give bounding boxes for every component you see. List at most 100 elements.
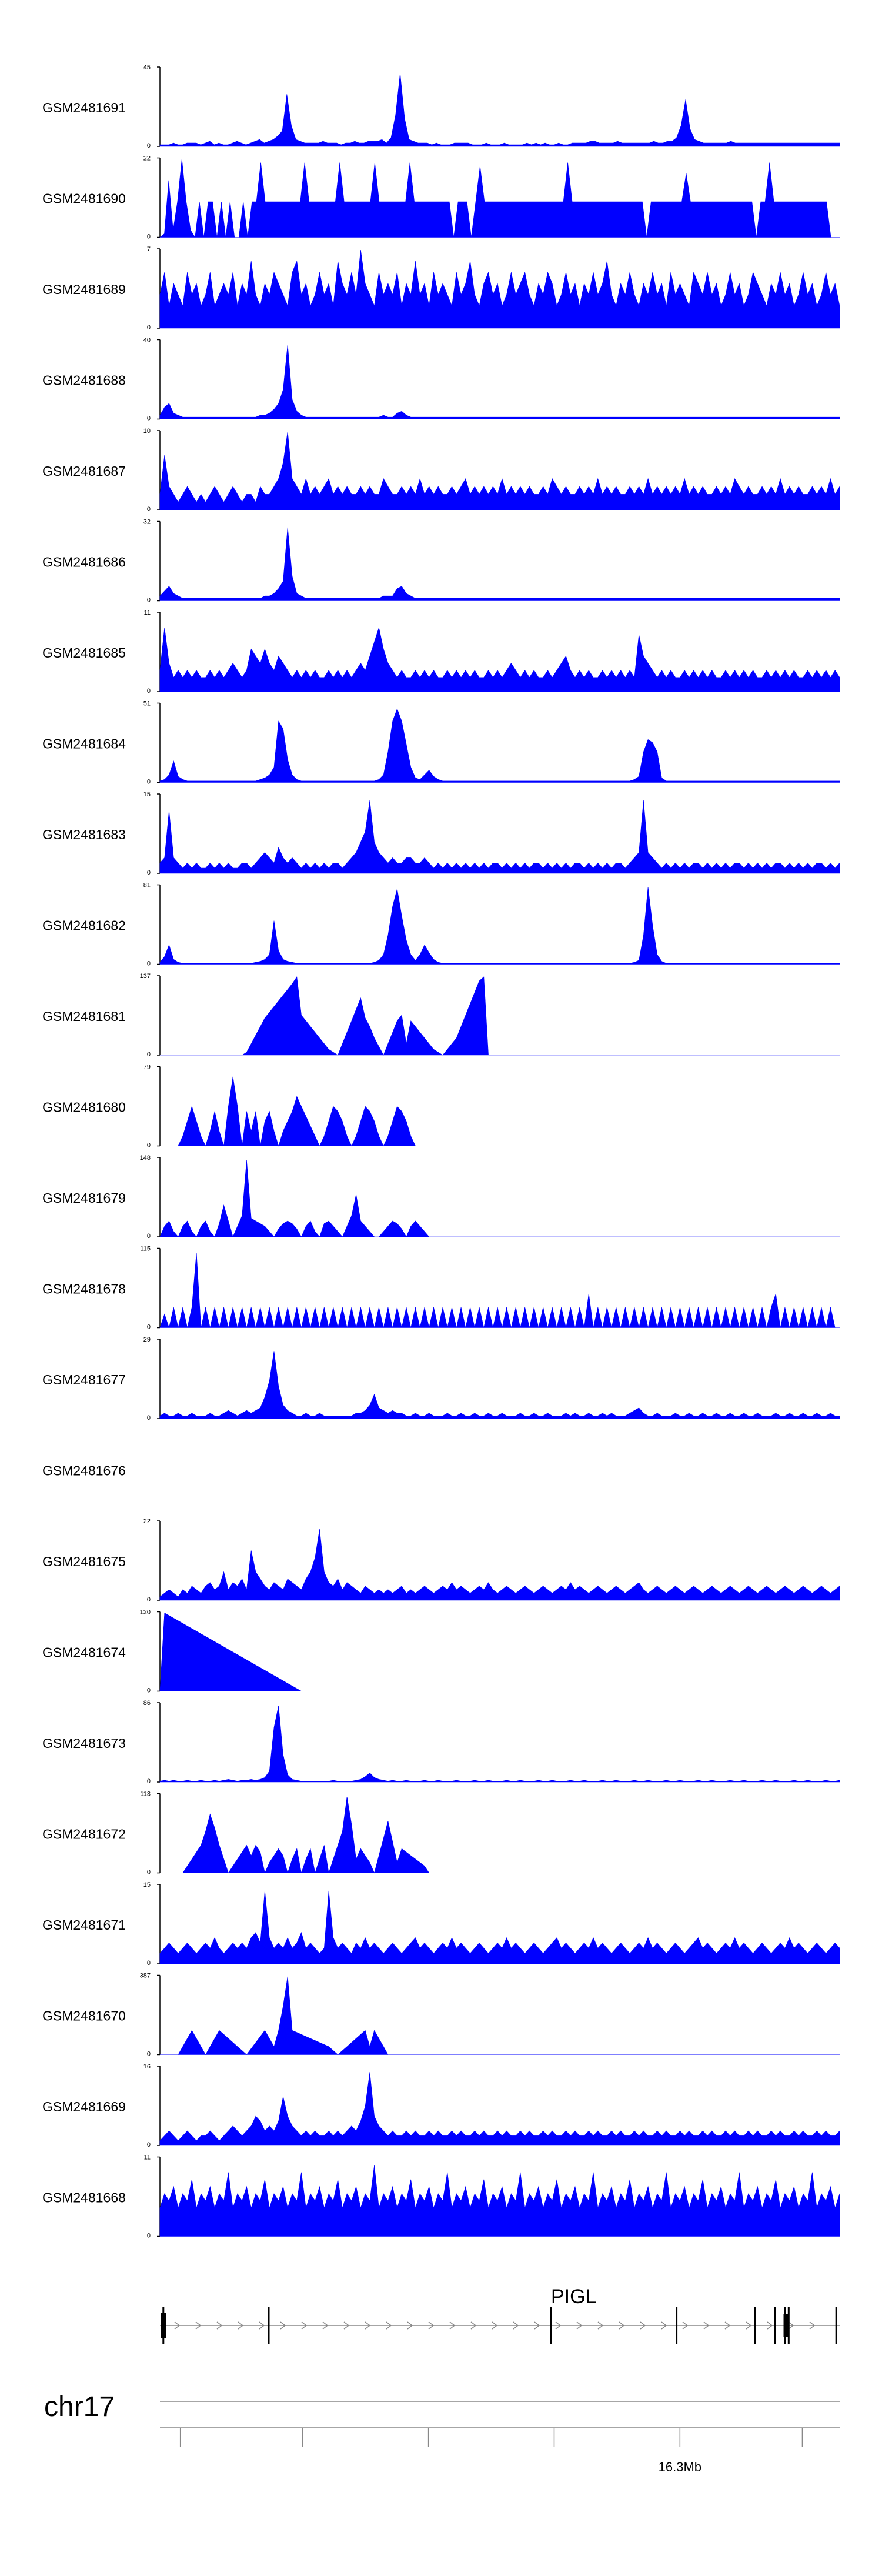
track-GSM2481679: GSM2481679 148 0	[42, 1154, 840, 1240]
y-tick-label-min: 0	[147, 142, 151, 149]
track-label: GSM2481677	[42, 1372, 126, 1387]
signal-area	[159, 1351, 840, 1419]
track-label: GSM2481680	[42, 1100, 126, 1115]
y-tick-label-min: 0	[147, 1142, 151, 1149]
track-GSM2481669: GSM2481669 16 0	[42, 2063, 840, 2148]
y-tick-label-max: 29	[143, 1336, 151, 1343]
y-tick-label-min: 0	[147, 1233, 151, 1240]
y-tick-label-max: 387	[140, 1973, 151, 1980]
y-tick-label-max: 45	[143, 64, 151, 71]
strand-arrow	[216, 2321, 223, 2330]
exon-8	[787, 2307, 790, 2344]
strand-arrow	[788, 2321, 794, 2330]
strand-arrow	[449, 2321, 456, 2330]
track-label: GSM2481675	[42, 1554, 126, 1569]
strand-arrow	[724, 2321, 731, 2330]
strand-arrow	[640, 2321, 646, 2330]
track-GSM2481672: GSM2481672 113 0	[42, 1791, 840, 1876]
y-tick-label-max: 11	[144, 609, 151, 616]
exon-block-start	[161, 2313, 166, 2338]
strand-arrow	[513, 2321, 519, 2330]
y-tick-label-min: 0	[147, 324, 151, 331]
signal-area	[159, 800, 840, 874]
strand-arrow	[343, 2321, 350, 2330]
track-label: GSM2481690	[42, 191, 126, 206]
y-tick-label-min: 0	[147, 1596, 151, 1603]
strand-arrow	[280, 2321, 286, 2330]
y-tick-label-min: 0	[147, 233, 151, 241]
signal-area	[159, 627, 840, 692]
track-label: GSM2481681	[42, 1009, 126, 1024]
y-tick-label-max: 22	[143, 1518, 151, 1525]
track-GSM2481676: GSM2481676	[42, 1463, 126, 1479]
strand-arrow	[174, 2321, 181, 2330]
track-label: GSM2481672	[42, 1827, 126, 1842]
track-GSM2481683: GSM2481683 15 0	[42, 791, 840, 876]
strand-arrow	[365, 2321, 371, 2330]
strand-arrow	[767, 2321, 773, 2330]
track-GSM2481670: GSM2481670 387 0	[42, 1973, 840, 2058]
track-GSM2481675: GSM2481675 22 0	[42, 1518, 840, 1603]
signal-area	[159, 1890, 840, 1964]
strand-arrow	[259, 2321, 265, 2330]
y-tick-label-max: 113	[140, 1791, 151, 1798]
exon-2	[268, 2307, 270, 2344]
strand-arrow	[322, 2321, 329, 2330]
signal-area	[160, 1076, 840, 1147]
exon-block-end	[783, 2314, 789, 2337]
y-tick-label-max: 81	[143, 882, 151, 889]
y-tick-label-min: 0	[147, 869, 151, 876]
signal-area	[159, 249, 840, 329]
strand-arrow	[470, 2321, 477, 2330]
exon-5	[754, 2307, 756, 2344]
track-label: GSM2481671	[42, 1917, 126, 1933]
track-label: GSM2481684	[42, 736, 126, 752]
track-label: GSM2481679	[42, 1190, 126, 1206]
y-tick-label-max: 15	[143, 1881, 151, 1888]
strand-arrow	[195, 2321, 202, 2330]
signal-area	[159, 1612, 840, 1691]
track-label: GSM2481670	[42, 2008, 126, 2024]
y-tick-label-min: 0	[147, 779, 151, 786]
y-tick-label-max: 22	[143, 155, 151, 162]
track-GSM2481681: GSM2481681 137 0	[42, 973, 840, 1058]
y-tick-label-min: 0	[147, 688, 151, 695]
gene-track: PIGL	[160, 2285, 840, 2344]
y-tick-label-min: 0	[147, 2141, 151, 2148]
signal-area	[159, 527, 840, 601]
y-tick-label-min: 0	[147, 1960, 151, 1967]
y-tick-label-min: 0	[147, 597, 151, 604]
strand-arrow	[386, 2321, 392, 2330]
gene-name-label: PIGL	[551, 2285, 596, 2308]
y-tick-label-min: 0	[147, 1687, 151, 1694]
signal-tracks: GSM2481691450GSM2481690220GSM248168970GS…	[42, 64, 840, 2240]
track-label: GSM2481682	[42, 918, 126, 933]
exon-4	[676, 2307, 678, 2344]
signal-area	[159, 159, 840, 238]
strand-arrow	[492, 2321, 498, 2330]
y-tick-label-min: 0	[147, 1869, 151, 1876]
chromosome-label: chr17	[44, 2391, 115, 2422]
y-tick-label-min: 0	[147, 1414, 151, 1422]
signal-area	[159, 1529, 840, 1601]
y-tick-label-max: 120	[140, 1609, 151, 1616]
exon-9	[835, 2307, 837, 2344]
y-tick-label-max: 148	[140, 1154, 151, 1162]
y-tick-label-max: 115	[140, 1246, 151, 1253]
track-GSM2481677: GSM2481677 29 0	[42, 1336, 840, 1422]
strand-arrow	[746, 2321, 752, 2330]
signal-area	[159, 708, 840, 783]
track-label: GSM2481674	[42, 1645, 126, 1660]
track-label: GSM2481685	[42, 645, 126, 660]
y-tick-label-min: 0	[147, 1778, 151, 1785]
track-GSM2481678: GSM2481678 115 0	[42, 1246, 840, 1331]
signal-area	[159, 2072, 840, 2146]
track-GSM2481686: GSM2481686 32 0	[42, 519, 840, 604]
track-GSM2481680: GSM2481680 79 0	[42, 1064, 840, 1149]
strand-arrow	[661, 2321, 667, 2330]
strand-arrow	[597, 2321, 604, 2330]
track-GSM2481674: GSM2481674 120 0	[42, 1609, 840, 1694]
signal-area	[159, 1253, 840, 1329]
track-GSM2481688: GSM2481688 40 0	[42, 337, 840, 422]
strand-arrow	[301, 2321, 308, 2330]
